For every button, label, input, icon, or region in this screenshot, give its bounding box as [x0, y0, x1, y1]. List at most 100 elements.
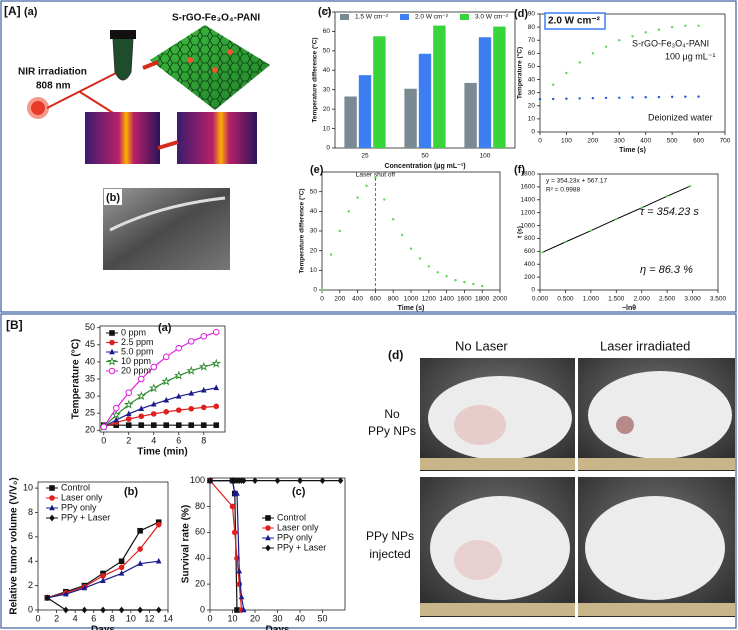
y-tick-label: 0 — [531, 129, 535, 136]
y-tick-label: 10 — [528, 116, 536, 123]
data-point — [329, 253, 333, 256]
legend-marker — [49, 495, 55, 501]
y-tick-label: 200 — [524, 274, 535, 281]
x-tick-label: 700 — [720, 138, 731, 145]
data-point — [657, 95, 661, 99]
data-point — [640, 206, 643, 210]
x-axis-title: Time (min) — [137, 447, 187, 458]
data-point — [320, 288, 324, 292]
legend-label: Control — [61, 482, 90, 492]
y-axis-title: Temperature (°C) — [71, 339, 82, 420]
x-tick-label: 3.500 — [710, 296, 727, 303]
legend-label: 0 ppm — [121, 327, 146, 337]
ruler — [420, 458, 575, 470]
x-tick-label: 8 — [201, 435, 206, 445]
tumor — [454, 405, 506, 445]
tube — [112, 37, 134, 81]
data-point — [63, 606, 69, 614]
data-point — [274, 477, 281, 484]
data-point — [472, 282, 475, 286]
data-point — [337, 477, 344, 484]
y-tick-label: 50 — [85, 322, 95, 332]
data-point — [112, 404, 120, 412]
data-point — [200, 386, 207, 393]
x-tick-label: 600 — [693, 138, 704, 145]
annotation: τ = 354.23 s — [640, 206, 699, 218]
arrow — [142, 60, 159, 70]
series-line — [103, 363, 217, 428]
column-label: Laser irradiated — [600, 338, 690, 353]
legend-label: PPy only — [61, 502, 97, 512]
data-point — [565, 71, 568, 75]
y-tick-label: 60 — [195, 527, 205, 537]
data-point — [162, 353, 170, 361]
x-tick-label: 2 — [54, 613, 59, 623]
data-point — [604, 45, 608, 48]
data-point — [480, 284, 484, 288]
data-point — [697, 95, 700, 98]
data-point — [163, 396, 170, 403]
data-point — [684, 95, 687, 98]
data-point — [319, 477, 326, 484]
x-tick-label: 4 — [73, 613, 78, 623]
bar — [373, 36, 386, 148]
data-point — [552, 97, 555, 101]
x-tick-label: 400 — [352, 296, 363, 303]
y-tick-label: 30 — [85, 390, 95, 400]
panel-label: (c) — [318, 6, 332, 18]
x-tick-label: 1800 — [475, 296, 490, 303]
x-tick-label: 50 — [421, 153, 429, 160]
panel-label: (e) — [310, 164, 324, 176]
section-label: [A] — [4, 4, 21, 18]
label-box — [104, 189, 122, 205]
data-point — [697, 24, 700, 28]
x-tick-label: 1.000 — [583, 296, 600, 303]
data-point — [138, 413, 145, 420]
data-point — [618, 39, 621, 42]
data-point — [125, 389, 133, 396]
data-point — [125, 422, 132, 428]
data-point — [100, 423, 108, 431]
y-tick-label: 1400 — [521, 196, 536, 203]
bar — [464, 82, 477, 148]
data-point — [138, 405, 145, 411]
data-point — [383, 198, 386, 201]
thermal-image — [85, 112, 160, 164]
panel-label: (b) — [106, 192, 120, 204]
data-point — [591, 52, 595, 55]
data-point — [604, 96, 608, 100]
data-point — [137, 375, 145, 383]
data-point — [163, 409, 170, 415]
x-tick-label: 1.500 — [608, 296, 625, 303]
data-point — [644, 96, 647, 99]
data-point — [578, 61, 581, 64]
data-point — [187, 338, 195, 345]
data-point — [44, 594, 51, 602]
y-tick-label: 40 — [195, 553, 205, 563]
data-point — [463, 280, 466, 284]
data-point — [436, 271, 439, 274]
legend-marker — [49, 514, 55, 522]
ruler — [578, 603, 735, 616]
data-point — [236, 581, 243, 587]
tube-cap — [110, 30, 136, 39]
bar — [344, 96, 357, 148]
series-line — [103, 405, 217, 428]
data-point — [125, 410, 132, 417]
data-point — [212, 328, 220, 336]
data-point — [365, 184, 368, 187]
data-point — [150, 400, 157, 407]
y-tick-label: 6 — [28, 531, 33, 541]
data-point — [118, 606, 125, 614]
data-point — [234, 490, 240, 496]
x-tick-label: 600 — [370, 296, 381, 303]
series-line — [47, 524, 160, 599]
data-point — [155, 557, 162, 564]
legend-swatch — [400, 14, 409, 20]
y-tick-label: 0 — [200, 604, 205, 614]
data-point — [118, 564, 125, 571]
legend-label: 2.5 ppm — [121, 337, 154, 347]
x-tick-label: 500 — [667, 138, 678, 145]
panel-label: (d) — [388, 348, 403, 362]
x-tick-label: 0.000 — [532, 296, 549, 303]
